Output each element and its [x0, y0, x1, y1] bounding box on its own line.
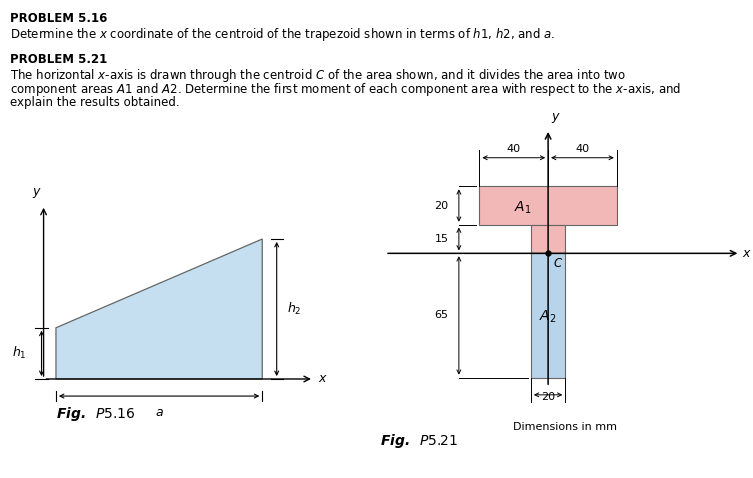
Text: Determine the $x$ coordinate of the centroid of the trapezoid shown in terms of : Determine the $x$ coordinate of the cent… [10, 26, 555, 43]
Text: PROBLEM 5.21: PROBLEM 5.21 [10, 53, 107, 65]
Bar [480, 186, 617, 225]
Text: $A_2$: $A_2$ [539, 308, 556, 325]
Text: $h_1$: $h_1$ [12, 345, 27, 361]
Text: Fig.  $P5.21$: Fig. $P5.21$ [380, 432, 459, 450]
Text: $y$: $y$ [550, 111, 560, 125]
Text: Fig.  $P5.16$: Fig. $P5.16$ [56, 405, 136, 424]
Bar [531, 225, 566, 253]
Text: $h_2$: $h_2$ [287, 301, 301, 317]
Text: explain the results obtained.: explain the results obtained. [10, 96, 179, 109]
Text: 15: 15 [434, 234, 449, 244]
Bar [531, 253, 566, 378]
Text: PROBLEM 5.16: PROBLEM 5.16 [10, 12, 107, 25]
Polygon shape [56, 239, 262, 379]
Text: $x$: $x$ [318, 372, 328, 385]
Text: 20: 20 [434, 201, 449, 210]
Text: 40: 40 [575, 144, 590, 154]
Text: $a$: $a$ [154, 406, 163, 419]
Text: component areas $A$1 and $A$2. Determine the first moment of each component area: component areas $A$1 and $A$2. Determine… [10, 81, 681, 98]
Text: $C$: $C$ [553, 257, 563, 270]
Text: 20: 20 [541, 392, 555, 402]
Text: Dimensions in mm: Dimensions in mm [514, 422, 617, 432]
Text: $A_1$: $A_1$ [514, 199, 531, 216]
Text: The horizontal $x$-axis is drawn through the centroid $C$ of the area shown, and: The horizontal $x$-axis is drawn through… [10, 67, 626, 84]
Text: $y$: $y$ [32, 186, 42, 200]
Text: 40: 40 [507, 144, 521, 154]
Text: $x$: $x$ [742, 247, 751, 260]
Text: 65: 65 [434, 310, 449, 319]
